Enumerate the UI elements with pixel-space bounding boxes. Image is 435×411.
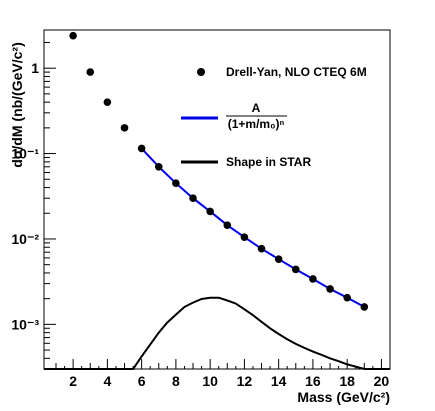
data-point: [206, 207, 214, 216]
data-point: [120, 124, 129, 132]
legend: Drell-Yan, NLO CTEQ 6M A (1+m/m₀)ⁿ Shape…: [181, 65, 367, 169]
x-tick-label: 10: [202, 373, 218, 389]
x-tick-label: 8: [172, 373, 180, 389]
legend-marker-drell-yan: [197, 68, 205, 76]
fit-curve: [140, 147, 365, 308]
data-markers: [69, 31, 369, 311]
legend-label-drell-yan: Drell-Yan, NLO CTEQ 6M: [226, 65, 367, 79]
data-point: [240, 233, 249, 241]
x-tick-label: 12: [237, 373, 253, 389]
data-point: [154, 162, 163, 171]
plot-frame: [43, 29, 391, 370]
data-point: [172, 179, 180, 187]
data-point: [291, 265, 300, 274]
plot-area-border: [43, 29, 391, 370]
y-tick-label: 10⁻³: [11, 316, 39, 332]
data-point: [86, 68, 95, 76]
x-tick-label: 6: [138, 373, 146, 389]
data-point: [69, 31, 77, 40]
data-point: [137, 144, 146, 153]
legend-label-fit-denominator: (1+m/m₀)ⁿ: [228, 117, 285, 131]
legend-label-star: Shape in STAR: [226, 155, 311, 169]
legend-label-fit-numerator: A: [252, 101, 261, 115]
x-tick-label: 16: [305, 373, 321, 389]
data-point: [257, 244, 266, 253]
data-point: [343, 293, 351, 302]
x-tick-label: 4: [103, 373, 111, 389]
y-tick-label: 10⁻²: [11, 231, 39, 247]
y-tick-label: 1: [31, 60, 39, 76]
data-point: [309, 275, 317, 283]
y-tick-label: 10⁻¹: [11, 146, 39, 162]
curves: [44, 147, 390, 370]
x-axis-title: Mass (GeV/c²): [297, 389, 390, 405]
data-point: [274, 255, 283, 263]
data-point: [189, 194, 197, 203]
x-tick-label: 20: [374, 373, 390, 389]
data-point: [103, 98, 112, 106]
y-axis-title: dσ/dM (nb/(GeV/c²): [9, 42, 25, 167]
data-point: [360, 303, 369, 311]
data-point: [223, 221, 232, 229]
axis-ticks: [44, 41, 382, 370]
data-point: [326, 285, 334, 293]
x-tick-label: 14: [271, 373, 287, 389]
x-tick-label: 18: [339, 373, 355, 389]
star-shape-curve: [44, 296, 390, 370]
tick-labels: 2 4 6 8 10 12 14 16 18 20 10⁻³ 10⁻² 10⁻¹ 1: [11, 60, 389, 389]
x-tick-label: 2: [69, 373, 77, 389]
